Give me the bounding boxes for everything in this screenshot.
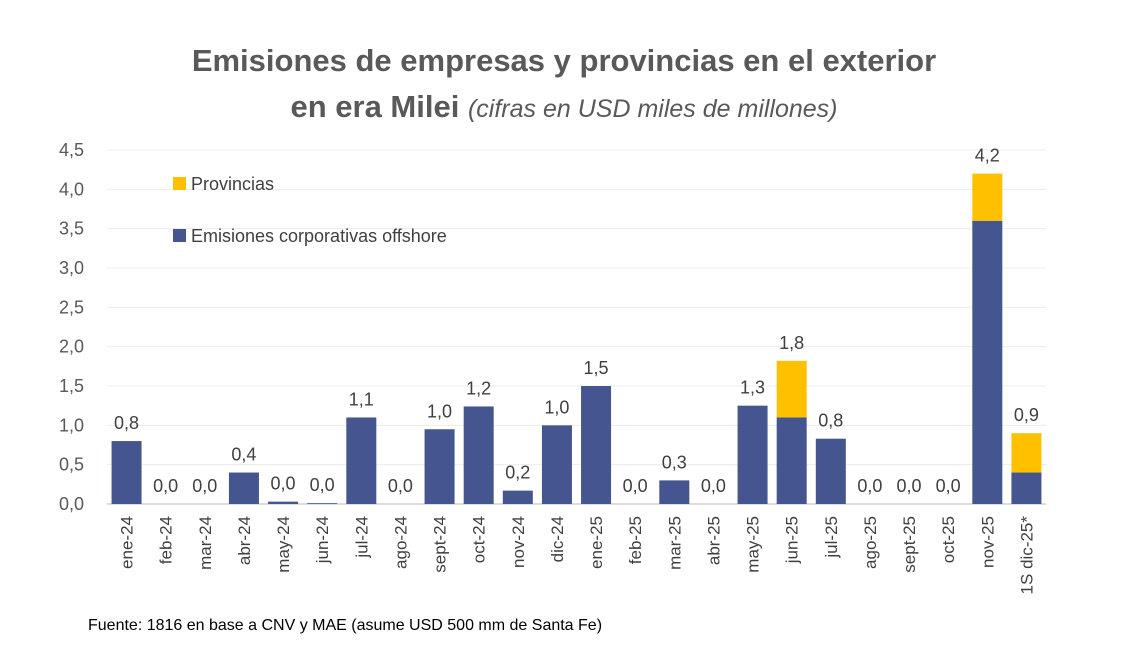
bar-emisiones-corporativas-offshore <box>502 490 533 504</box>
data-label: 0,0 <box>388 476 413 496</box>
y-tick-label: 4,0 <box>59 179 84 199</box>
bar-emisiones-corporativas-offshore <box>307 503 338 504</box>
x-tick-label: sept-25 <box>900 516 919 573</box>
data-label: 1,1 <box>349 389 374 409</box>
x-tick-label: jun-25 <box>783 516 802 564</box>
y-tick-label: 1,5 <box>59 376 84 396</box>
bar-emisiones-corporativas-offshore <box>972 220 1003 505</box>
data-label: 0,3 <box>662 452 687 472</box>
data-label: 1,0 <box>544 397 569 417</box>
data-label: 0,0 <box>153 476 178 496</box>
bar-emisiones-corporativas-offshore <box>776 417 807 504</box>
x-tick-label: may-24 <box>274 516 293 573</box>
source-note: Fuente: 1816 en base a CNV y MAE (asume … <box>88 617 603 634</box>
bar-emisiones-corporativas-offshore <box>815 438 846 504</box>
y-tick-label: 4,5 <box>59 140 84 160</box>
bar-emisiones-corporativas-offshore <box>581 386 612 504</box>
data-label: 1,0 <box>427 401 452 421</box>
bar-provincias <box>776 360 807 418</box>
x-tick-label: ene-25 <box>587 516 606 569</box>
bar-emisiones-corporativas-offshore <box>424 429 455 504</box>
x-tick-label: nov-24 <box>509 516 528 568</box>
bar-emisiones-corporativas-offshore <box>111 441 142 504</box>
x-tick-label: feb-25 <box>626 516 645 564</box>
x-tick-label: oct-25 <box>939 516 958 563</box>
y-tick-label: 0,5 <box>59 455 84 475</box>
y-tick-label: 0,0 <box>59 494 84 514</box>
x-tick-label: may-25 <box>744 516 763 573</box>
bar-emisiones-corporativas-offshore <box>228 472 259 504</box>
data-label: 0,4 <box>231 445 256 465</box>
data-label: 0,0 <box>271 474 296 494</box>
data-label: 0,0 <box>857 476 882 496</box>
data-label: 1,5 <box>584 358 609 378</box>
legend-swatch <box>173 229 186 242</box>
bar-provincias <box>1011 433 1042 473</box>
x-tick-label: ago-24 <box>391 516 410 569</box>
data-label: 0,0 <box>310 475 335 495</box>
y-tick-label: 3,5 <box>59 219 84 239</box>
data-label: 0,8 <box>114 413 139 433</box>
y-tick-label: 1,0 <box>59 415 84 435</box>
data-label: 0,0 <box>623 476 648 496</box>
x-tick-label: feb-24 <box>157 516 176 564</box>
chart-subtitle: (cifras en USD miles de millones) <box>467 95 838 123</box>
x-tick-label: oct-24 <box>470 516 489 563</box>
x-tick-label: jun-24 <box>313 516 332 564</box>
x-tick-label: ene-24 <box>118 516 137 569</box>
data-label: 1,2 <box>466 378 491 398</box>
y-tick-label: 2,0 <box>59 337 84 357</box>
bar-emisiones-corporativas-offshore <box>268 501 299 504</box>
x-tick-label: nov-25 <box>978 516 997 568</box>
bar-emisiones-corporativas-offshore <box>346 417 377 504</box>
data-label: 1,3 <box>740 378 765 398</box>
x-tick-label: 1S dic-25* <box>1017 516 1036 595</box>
bar-emisiones-corporativas-offshore <box>737 405 768 504</box>
x-tick-label: abr-25 <box>704 516 723 565</box>
data-label: 0,9 <box>1014 405 1039 425</box>
bar-provincias <box>972 173 1003 221</box>
chart-title: Emisiones de empresas y provincias en el… <box>0 38 1128 132</box>
x-tick-label: sept-24 <box>431 516 450 573</box>
x-tick-label: jul-25 <box>822 516 841 559</box>
data-label: 0,0 <box>701 476 726 496</box>
x-tick-label: ago-25 <box>861 516 880 569</box>
data-label: 4,2 <box>975 146 1000 166</box>
y-tick-label: 3,0 <box>59 258 84 278</box>
data-label: 0,2 <box>505 463 530 483</box>
title-bold: en era Milei <box>290 89 460 124</box>
legend-label: Emisiones corporativas offshore <box>191 226 447 246</box>
bar-emisiones-corporativas-offshore <box>463 406 494 504</box>
bar-emisiones-corporativas-offshore <box>1011 472 1042 504</box>
data-label: 0,8 <box>818 411 843 431</box>
data-label: 1,8 <box>779 333 804 353</box>
x-tick-label: jul-24 <box>352 516 371 559</box>
x-tick-label: mar-25 <box>665 516 684 570</box>
x-tick-label: abr-24 <box>235 516 254 565</box>
y-tick-label: 2,5 <box>59 297 84 317</box>
bar-emisiones-corporativas-offshore <box>659 480 690 504</box>
title-line-1: Emisiones de empresas y provincias en el… <box>191 43 937 78</box>
data-label: 0,0 <box>897 476 922 496</box>
bar-emisiones-corporativas-offshore <box>541 425 572 504</box>
title-line-2: en era Milei (cifras en USD miles de mil… <box>0 84 1128 132</box>
x-tick-label: dic-24 <box>548 516 567 562</box>
data-label: 0,0 <box>192 476 217 496</box>
legend-label: Provincias <box>191 174 274 194</box>
legend-swatch <box>173 177 186 190</box>
x-tick-label: mar-24 <box>196 516 215 570</box>
data-label: 0,0 <box>936 476 961 496</box>
